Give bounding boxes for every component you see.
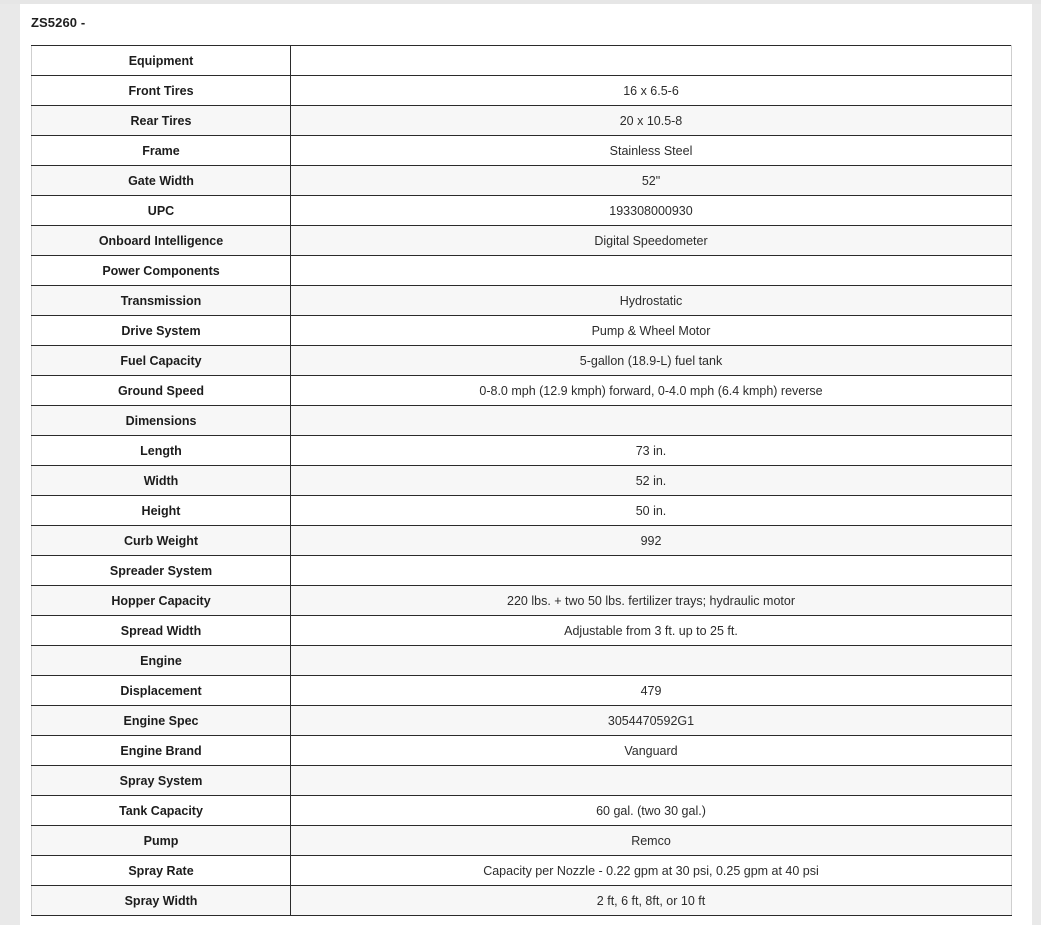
table-row: Tank Capacity 60 gal. (two 30 gal.)	[31, 795, 1012, 826]
spec-label-cell: Spray System	[31, 765, 291, 796]
table-row: Dimensions	[31, 405, 1012, 436]
spec-value-cell: 16 x 6.5-6	[290, 75, 1012, 106]
table-row: UPC 193308000930	[31, 195, 1012, 226]
spec-label-cell: Tank Capacity	[31, 795, 291, 826]
spec-label-cell: Hopper Capacity	[31, 585, 291, 616]
specifications-table: Equipment Front Tires 16 x 6.5-6 Rear Tires…	[31, 45, 1012, 916]
table-row: Onboard Intelligence Digital Speedometer	[31, 225, 1012, 256]
spec-value-cell: 5-gallon (18.9-L) fuel tank	[290, 345, 1012, 376]
spec-label-cell: Spreader System	[31, 555, 291, 586]
spec-value-cell: 73 in.	[290, 435, 1012, 466]
table-row: Curb Weight 992	[31, 525, 1012, 556]
spec-label-cell: Drive System	[31, 315, 291, 346]
spec-label-cell: Fuel Capacity	[31, 345, 291, 376]
table-row: Transmission Hydrostatic	[31, 285, 1012, 316]
page-canvas: ZS5260 - Equipment Front Tires 16 x 6.5-6 R…	[20, 4, 1032, 925]
spec-value-cell: 2 ft, 6 ft, 8ft, or 10 ft	[290, 885, 1012, 916]
spec-value-cell	[290, 255, 1012, 286]
table-row: Front Tires 16 x 6.5-6	[31, 75, 1012, 106]
spec-label-cell: Curb Weight	[31, 525, 291, 556]
table-row: Gate Width 52"	[31, 165, 1012, 196]
table-row: Frame Stainless Steel	[31, 135, 1012, 166]
table-row: Width 52 in.	[31, 465, 1012, 496]
spec-value-cell: 193308000930	[290, 195, 1012, 226]
spec-label-cell: Transmission	[31, 285, 291, 316]
table-row: Spread Width Adjustable from 3 ft. up to …	[31, 615, 1012, 646]
spec-value-cell: 20 x 10.5-8	[290, 105, 1012, 136]
table-row: Engine	[31, 645, 1012, 676]
spec-value-cell	[290, 765, 1012, 796]
spec-value-cell: Stainless Steel	[290, 135, 1012, 166]
spec-label-cell: Displacement	[31, 675, 291, 706]
spec-label-cell: Length	[31, 435, 291, 466]
spec-value-cell: 992	[290, 525, 1012, 556]
spec-value-cell	[290, 555, 1012, 586]
specifications-table-container: Equipment Front Tires 16 x 6.5-6 Rear Tires…	[31, 45, 1012, 916]
spec-value-cell: Pump & Wheel Motor	[290, 315, 1012, 346]
table-row: Spray Rate Capacity per Nozzle - 0.22 gpm…	[31, 855, 1012, 886]
spec-label-cell: Height	[31, 495, 291, 526]
spec-value-cell: 50 in.	[290, 495, 1012, 526]
table-row: Drive System Pump & Wheel Motor	[31, 315, 1012, 346]
spec-label-cell: Rear Tires	[31, 105, 291, 136]
spec-value-cell: 3054470592G1	[290, 705, 1012, 736]
table-row: Displacement 479	[31, 675, 1012, 706]
spec-value-cell: 0-8.0 mph (12.9 kmph) forward, 0-4.0 mph…	[290, 375, 1012, 406]
spec-label-cell: Spread Width	[31, 615, 291, 646]
spec-value-cell	[290, 45, 1012, 76]
spec-value-cell	[290, 405, 1012, 436]
table-row: Pump Remco	[31, 825, 1012, 856]
spec-label-cell: Power Components	[31, 255, 291, 286]
spec-value-cell: Hydrostatic	[290, 285, 1012, 316]
spec-value-cell: Remco	[290, 825, 1012, 856]
spec-label-cell: Engine Brand	[31, 735, 291, 766]
spec-value-cell: Capacity per Nozzle - 0.22 gpm at 30 psi…	[290, 855, 1012, 886]
spec-label-cell: Spray Width	[31, 885, 291, 916]
spec-label-cell: Onboard Intelligence	[31, 225, 291, 256]
spec-value-cell	[290, 645, 1012, 676]
spec-value-cell: Vanguard	[290, 735, 1012, 766]
spec-value-cell: Adjustable from 3 ft. up to 25 ft.	[290, 615, 1012, 646]
spec-value-cell: 479	[290, 675, 1012, 706]
table-row: Spreader System	[31, 555, 1012, 586]
specifications-table-body: Equipment Front Tires 16 x 6.5-6 Rear Tires…	[31, 45, 1012, 916]
spec-value-cell: 220 lbs. + two 50 lbs. fertilizer trays;…	[290, 585, 1012, 616]
spec-value-cell: Digital Speedometer	[290, 225, 1012, 256]
spec-label-cell: Pump	[31, 825, 291, 856]
table-row: Ground Speed 0-8.0 mph (12.9 kmph) forwar…	[31, 375, 1012, 406]
table-row: Fuel Capacity 5-gallon (18.9-L) fuel tank	[31, 345, 1012, 376]
spec-label-cell: Front Tires	[31, 75, 291, 106]
spec-label-cell: Frame	[31, 135, 291, 166]
spec-label-cell: Dimensions	[31, 405, 291, 436]
table-row: Spray Width 2 ft, 6 ft, 8ft, or 10 ft	[31, 885, 1012, 916]
table-row: Spray System	[31, 765, 1012, 796]
table-row: Length 73 in.	[31, 435, 1012, 466]
table-row: Engine Brand Vanguard	[31, 735, 1012, 766]
spec-label-cell: Width	[31, 465, 291, 496]
table-row: Height 50 in.	[31, 495, 1012, 526]
page-top-strip	[0, 0, 1041, 4]
table-row: Engine Spec 3054470592G1	[31, 705, 1012, 736]
spec-label-cell: UPC	[31, 195, 291, 226]
spec-label-cell: Gate Width	[31, 165, 291, 196]
spec-label-cell: Ground Speed	[31, 375, 291, 406]
table-row: Rear Tires 20 x 10.5-8	[31, 105, 1012, 136]
spec-label-cell: Engine	[31, 645, 291, 676]
spec-label-cell: Equipment	[31, 45, 291, 76]
spec-value-cell: 60 gal. (two 30 gal.)	[290, 795, 1012, 826]
spec-label-cell: Engine Spec	[31, 705, 291, 736]
spec-value-cell: 52 in.	[290, 465, 1012, 496]
table-row: Equipment	[31, 45, 1012, 76]
table-row: Power Components	[31, 255, 1012, 286]
spec-label-cell: Spray Rate	[31, 855, 291, 886]
spec-value-cell: 52"	[290, 165, 1012, 196]
page-title: ZS5260 -	[31, 15, 86, 30]
table-row: Hopper Capacity 220 lbs. + two 50 lbs. fe…	[31, 585, 1012, 616]
